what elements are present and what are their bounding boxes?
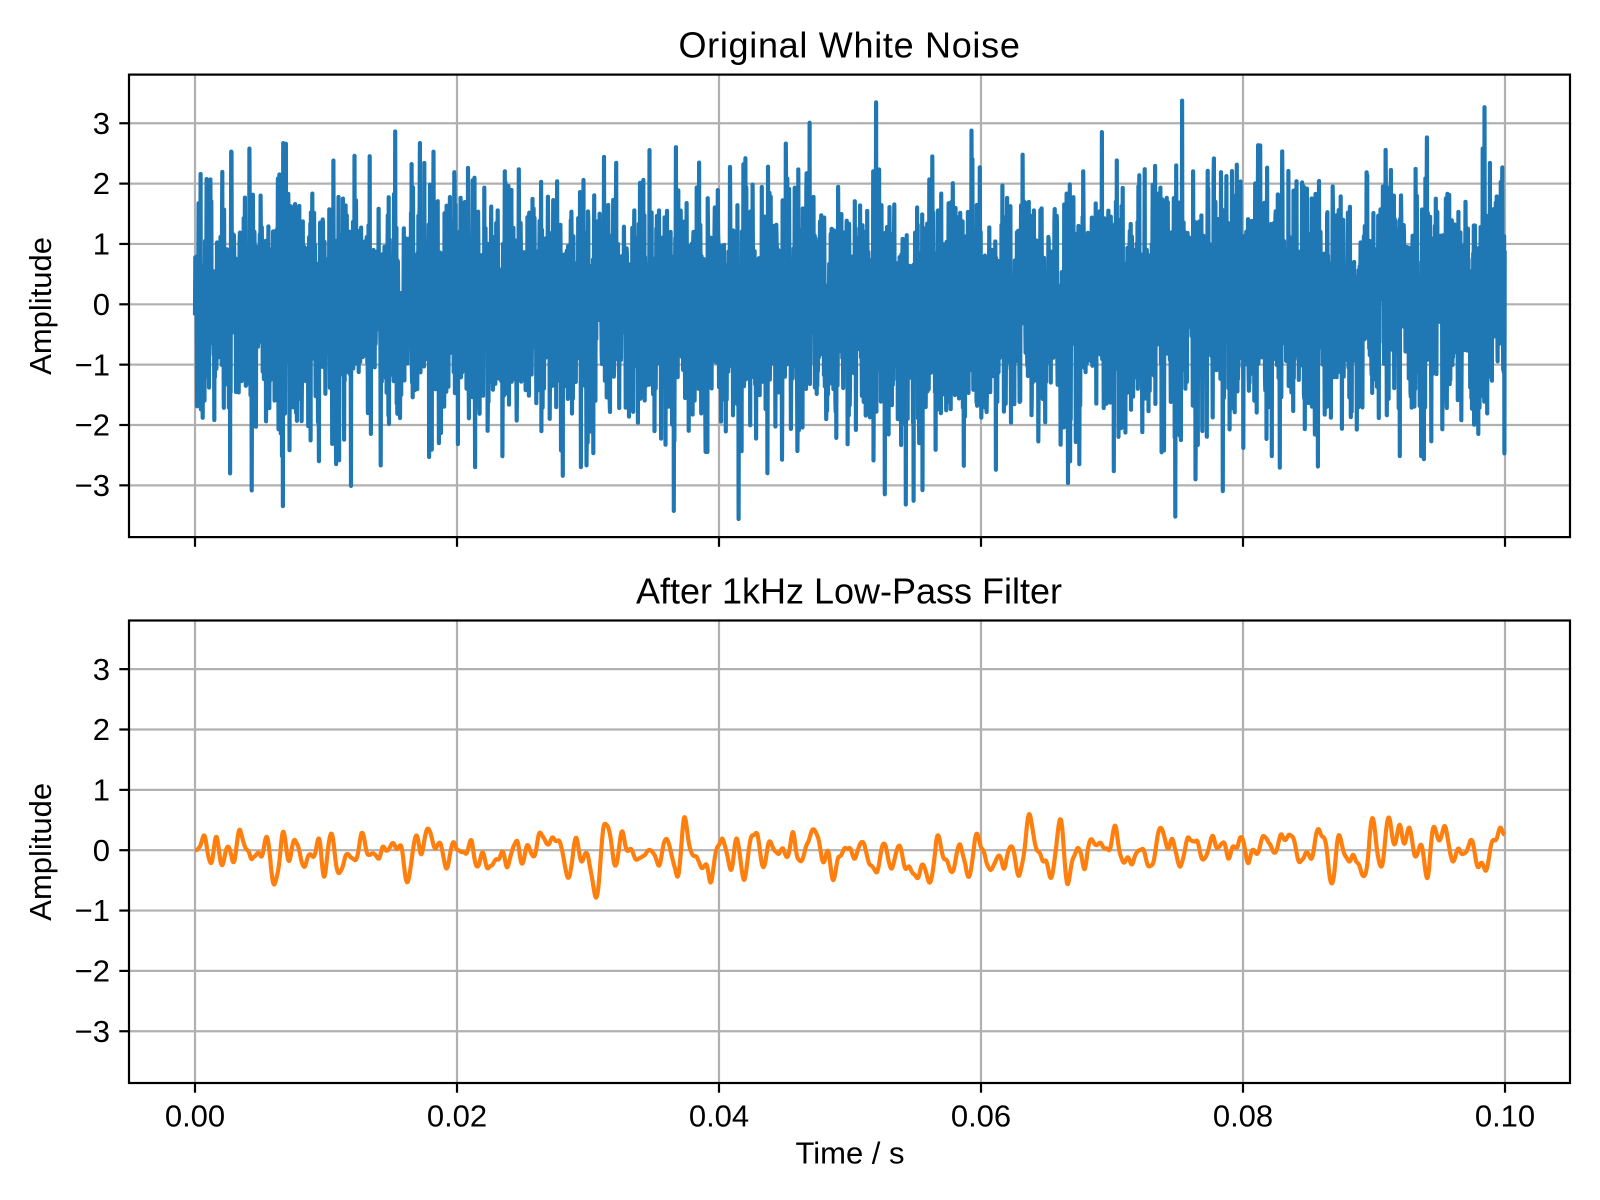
svg-text:−2: −2 (75, 954, 110, 989)
svg-text:−3: −3 (75, 1014, 110, 1049)
svg-text:−2: −2 (75, 408, 110, 443)
svg-text:3: 3 (93, 106, 110, 141)
svg-text:2: 2 (93, 712, 110, 747)
svg-text:Original White Noise: Original White Noise (678, 25, 1020, 66)
svg-text:3: 3 (93, 652, 110, 687)
svg-text:0.08: 0.08 (1213, 1098, 1273, 1133)
svg-text:0.06: 0.06 (951, 1098, 1011, 1133)
svg-text:Time / s: Time / s (795, 1136, 904, 1171)
svg-text:After 1kHz Low-Pass Filter: After 1kHz Low-Pass Filter (636, 570, 1062, 611)
svg-text:0.00: 0.00 (165, 1098, 225, 1133)
svg-text:0: 0 (93, 833, 110, 868)
svg-text:0: 0 (93, 287, 110, 322)
svg-text:Amplitude: Amplitude (23, 237, 58, 375)
svg-text:−1: −1 (75, 347, 110, 382)
svg-text:−3: −3 (75, 468, 110, 503)
svg-text:1: 1 (93, 227, 110, 262)
svg-text:Amplitude: Amplitude (23, 783, 58, 921)
svg-text:−1: −1 (75, 893, 110, 928)
svg-text:2: 2 (93, 166, 110, 201)
svg-text:0.02: 0.02 (427, 1098, 487, 1133)
svg-text:1: 1 (93, 773, 110, 808)
svg-text:0.04: 0.04 (689, 1098, 749, 1133)
svg-text:0.10: 0.10 (1475, 1098, 1535, 1133)
